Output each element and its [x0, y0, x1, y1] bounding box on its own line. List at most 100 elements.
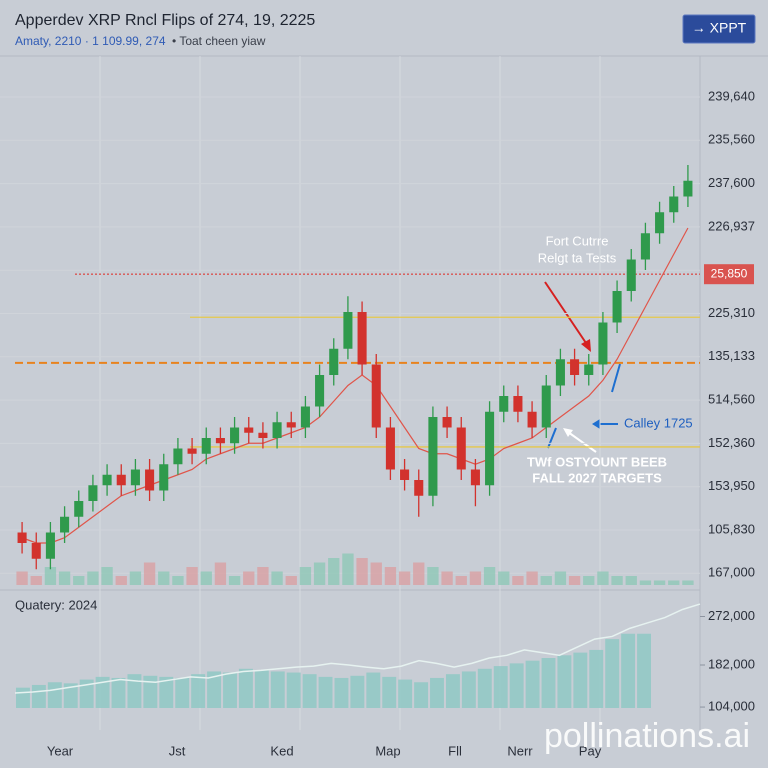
subtitle: Amaty, 2210 · 1 109.99, 274 — [15, 34, 166, 48]
candle-body — [612, 291, 622, 323]
candle-body — [329, 348, 339, 375]
volume-bar — [568, 576, 581, 585]
candle-body — [145, 469, 155, 491]
candle-body — [385, 427, 395, 470]
panel-bar — [637, 633, 651, 708]
volume-bar — [214, 562, 227, 585]
volume-bar — [228, 576, 241, 585]
candle-body — [201, 438, 211, 454]
volume-bar — [413, 562, 425, 585]
panel-bar — [302, 674, 317, 708]
watermark: pollinations.ai — [544, 717, 750, 755]
volume-bar — [44, 567, 57, 585]
volume-bar — [143, 562, 156, 585]
volume-bar — [16, 571, 28, 585]
y-axis-label: 225,310 — [708, 305, 755, 320]
candle-body — [499, 396, 509, 412]
panel-bar — [159, 676, 174, 708]
level-tag — [704, 264, 754, 285]
chart-title: Apperdev XRP Rncl Flips of 274, 19, 2225 — [15, 12, 315, 29]
volume-bar — [597, 571, 609, 585]
candle-body — [230, 427, 240, 444]
panel-bar — [31, 684, 46, 708]
volume-bar — [101, 567, 113, 585]
arrow — [547, 427, 557, 449]
panel-bar — [366, 672, 381, 708]
panel-bar — [238, 668, 253, 708]
candle-body — [31, 543, 41, 559]
arrow — [567, 431, 597, 453]
candle-body — [669, 196, 679, 213]
volume-bar — [356, 558, 368, 585]
volume-bar — [285, 576, 297, 585]
panel-bar — [350, 675, 365, 708]
panel-bar — [605, 639, 620, 708]
candle-body — [626, 259, 636, 291]
candle-body — [555, 359, 565, 386]
candle-body — [88, 485, 98, 501]
y-axis-label: 514,560 — [708, 392, 755, 407]
button-box[interactable] — [682, 14, 756, 44]
panel-bar — [111, 677, 126, 708]
annotation: Fort Cutrre — [546, 233, 609, 248]
volume-bar — [172, 576, 184, 585]
panel-bar — [318, 676, 333, 708]
candle-body — [584, 364, 594, 375]
y-axis-label: 237,600 — [708, 175, 755, 190]
y-axis-label: 135,133 — [708, 348, 755, 363]
panel-bar — [525, 660, 540, 708]
volume-bar — [469, 571, 482, 585]
panel-bar — [334, 677, 349, 708]
volume-bar — [398, 571, 411, 585]
panel-bar — [223, 672, 237, 708]
candle-body — [513, 396, 523, 412]
volume-bar — [73, 576, 85, 585]
y-axis-label: 152,360 — [708, 435, 755, 450]
moving-average — [21, 227, 689, 544]
volume-bar — [540, 576, 552, 585]
y-axis-label: 167,000 — [708, 565, 755, 580]
volume-bar — [328, 558, 340, 585]
panel-bar — [382, 676, 397, 708]
candle-body — [159, 464, 169, 491]
volume-bar — [526, 571, 538, 585]
panel-bar — [621, 633, 636, 708]
y-axis-label: 105,830 — [708, 521, 755, 536]
candle-body — [116, 474, 126, 486]
panel-bar — [589, 649, 604, 708]
x-axis-label: Pay — [579, 743, 602, 758]
panel-bar — [95, 676, 110, 708]
export-button[interactable]: → XPPT — [682, 14, 756, 44]
annotation: Calley 1725 — [624, 415, 693, 430]
candle-body — [244, 427, 254, 433]
volume-bar — [455, 576, 467, 585]
candle-body — [173, 448, 183, 465]
panel-bar — [79, 679, 94, 708]
button-label[interactable]: → XPPT — [692, 20, 747, 36]
volume-bar — [370, 562, 382, 585]
arrowhead — [581, 339, 591, 352]
panel-bar — [63, 683, 78, 708]
candle-body — [683, 180, 693, 197]
x-axis-label: Ked — [270, 743, 293, 758]
volume-bar — [384, 567, 397, 585]
volume-bar — [200, 571, 212, 585]
panel-bar — [143, 675, 158, 708]
candle-body — [470, 469, 480, 486]
candle-body — [527, 411, 537, 428]
candle-body — [187, 448, 197, 454]
volume-bar — [115, 576, 127, 585]
candle-body — [442, 417, 452, 428]
subtitle: • Toat cheen yiaw — [172, 34, 266, 48]
x-axis-label: Map — [375, 743, 400, 758]
volume-bar — [58, 571, 71, 585]
panel-bar — [286, 672, 301, 708]
candle-body — [315, 375, 325, 407]
volume-bar — [512, 576, 524, 585]
candle-body — [130, 469, 140, 486]
volume-bar — [441, 571, 453, 585]
panel-bar — [541, 658, 556, 708]
candle-body — [570, 359, 580, 375]
